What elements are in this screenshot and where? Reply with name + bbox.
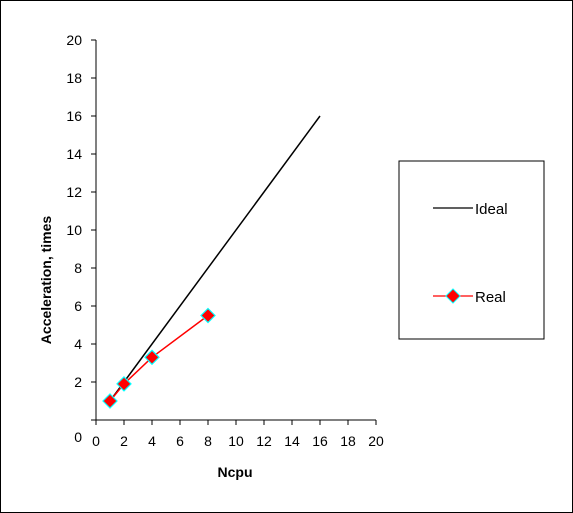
x-tick-label: 14 [284, 433, 300, 449]
y-tick-label: 16 [66, 108, 82, 124]
legend: Ideal Real [398, 160, 545, 340]
y-tick-label: 8 [74, 260, 82, 276]
series-line-real [109, 314, 209, 402]
series-line-ideal [109, 115, 321, 402]
data-point-real [102, 393, 118, 409]
y-tick-label: 4 [74, 336, 82, 352]
y-axis-label: Acceleration, times [38, 216, 54, 345]
y-tick-label: 10 [66, 222, 82, 238]
x-tick-label: 0 [92, 433, 100, 449]
axes [91, 39, 377, 425]
plot-area [102, 115, 321, 409]
x-tick-label: 10 [228, 433, 244, 449]
x-tick-label: 6 [176, 433, 184, 449]
x-tick-label: 12 [256, 433, 272, 449]
y-tick-label: 14 [66, 146, 82, 162]
x-tick-label: 16 [312, 433, 328, 449]
y-tick-label: 12 [66, 184, 82, 200]
legend-ideal-label: Ideal [475, 201, 508, 218]
legend-box [398, 160, 545, 340]
y-tick-label: 6 [74, 298, 82, 314]
legend-real-label: Real [475, 289, 506, 306]
data-point-real [200, 307, 216, 324]
y-tick-label: 20 [66, 32, 82, 48]
x-tick-label: 4 [148, 433, 156, 449]
x-tick-label: 20 [368, 433, 384, 449]
x-axis-label: Ncpu [218, 464, 253, 480]
x-tick-label: 18 [340, 433, 356, 449]
y-tick-label: 0 [74, 429, 82, 445]
data-point-real [144, 349, 160, 366]
x-tick-label: 2 [120, 433, 128, 449]
y-tick-label: 18 [66, 70, 82, 86]
x-tick-label: 8 [204, 433, 212, 449]
data-point-real [116, 376, 132, 392]
tick-labels: 0 2 4 6 8 10 12 14 16 18 20 0 2 4 6 8 10 12 14 16 18 20 [66, 32, 384, 449]
y-tick-label: 2 [74, 374, 82, 390]
legend-real-marker [445, 288, 461, 304]
